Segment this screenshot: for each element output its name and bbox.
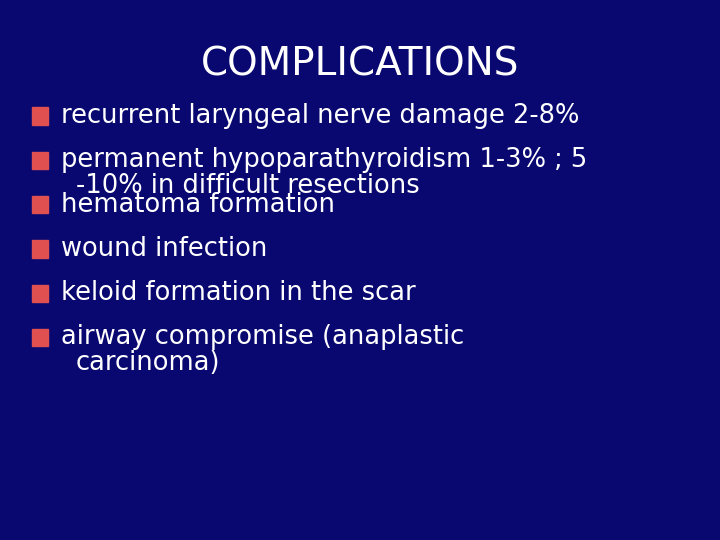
Text: COMPLICATIONS: COMPLICATIONS <box>201 46 519 84</box>
Text: wound infection: wound infection <box>61 236 268 262</box>
FancyBboxPatch shape <box>32 285 48 302</box>
FancyBboxPatch shape <box>32 329 48 346</box>
Text: carcinoma): carcinoma) <box>76 350 220 376</box>
Text: -10% in difficult resections: -10% in difficult resections <box>76 173 419 199</box>
Text: hematoma formation: hematoma formation <box>61 192 336 218</box>
Text: recurrent laryngeal nerve damage 2-8%: recurrent laryngeal nerve damage 2-8% <box>61 103 580 129</box>
Text: keloid formation in the scar: keloid formation in the scar <box>61 280 416 306</box>
FancyBboxPatch shape <box>32 240 48 258</box>
FancyBboxPatch shape <box>32 196 48 213</box>
Text: permanent hypoparathyroidism 1-3% ; 5: permanent hypoparathyroidism 1-3% ; 5 <box>61 147 588 173</box>
FancyBboxPatch shape <box>32 107 48 125</box>
Text: airway compromise (anaplastic: airway compromise (anaplastic <box>61 325 464 350</box>
FancyBboxPatch shape <box>32 152 48 169</box>
